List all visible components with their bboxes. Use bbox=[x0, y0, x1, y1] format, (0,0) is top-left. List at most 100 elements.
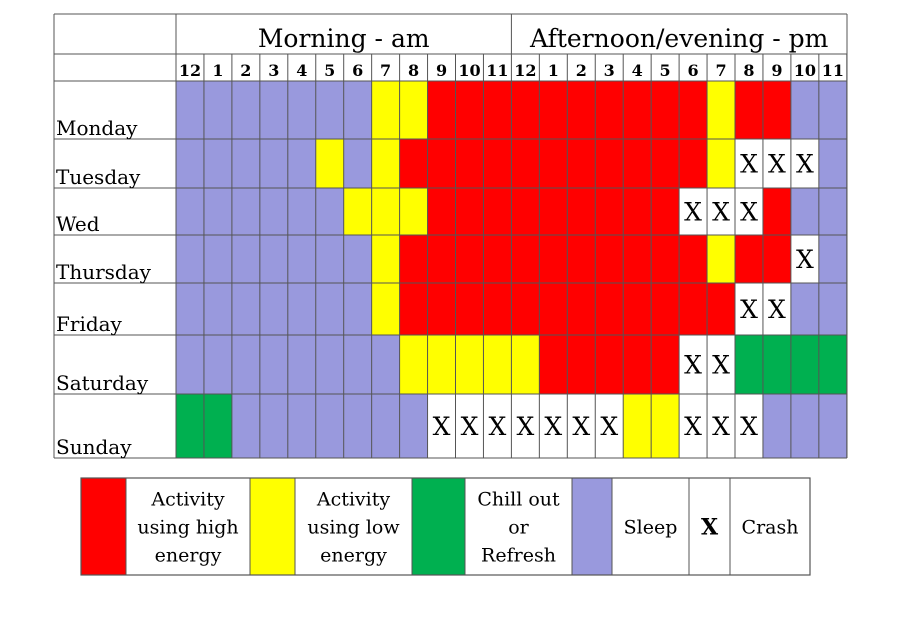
cell-high bbox=[595, 283, 624, 335]
hour-label: 8 bbox=[408, 61, 419, 80]
cell-sleep bbox=[287, 139, 316, 188]
cell-sleep bbox=[203, 139, 232, 188]
cell-high bbox=[539, 81, 568, 139]
hour-label: 4 bbox=[296, 61, 307, 80]
cell-high bbox=[595, 81, 624, 139]
day-label: Monday bbox=[56, 116, 138, 140]
cell-high bbox=[651, 335, 680, 394]
cell-low bbox=[483, 335, 512, 394]
hour-label: 5 bbox=[660, 61, 671, 80]
cell-crash bbox=[511, 394, 540, 458]
cell-high bbox=[679, 235, 708, 283]
cell-low bbox=[315, 139, 344, 188]
cell-crash bbox=[595, 394, 624, 458]
cell-sleep bbox=[287, 81, 316, 139]
header-morning: Morning - am bbox=[258, 24, 430, 53]
cell-sleep bbox=[790, 188, 819, 235]
cell-high bbox=[735, 235, 763, 283]
cell-crash bbox=[790, 139, 819, 188]
cell-sleep bbox=[790, 283, 819, 335]
day-label: Tuesday bbox=[56, 165, 141, 189]
cell-high bbox=[539, 139, 568, 188]
cell-sleep bbox=[259, 235, 288, 283]
cell-low bbox=[371, 188, 400, 235]
crash-mark: X bbox=[796, 150, 814, 179]
cell-sleep bbox=[343, 81, 372, 139]
hour-label: 12 bbox=[514, 61, 536, 80]
hour-label: 1 bbox=[212, 61, 223, 80]
crash-mark: X bbox=[572, 412, 590, 441]
cell-low bbox=[371, 81, 400, 139]
crash-mark: X bbox=[740, 198, 758, 227]
cell-high bbox=[539, 335, 568, 394]
cell-sleep bbox=[818, 81, 847, 139]
cell-high bbox=[399, 139, 428, 188]
cell-high bbox=[735, 81, 763, 139]
cell-sleep bbox=[371, 394, 400, 458]
cell-low bbox=[707, 139, 735, 188]
cell-crash bbox=[762, 283, 791, 335]
cell-sleep bbox=[176, 81, 204, 139]
crash-mark: X bbox=[712, 351, 730, 380]
cell-crash bbox=[735, 188, 763, 235]
day-label: Thursday bbox=[56, 260, 152, 284]
cell-high bbox=[595, 235, 624, 283]
cell-sleep bbox=[818, 235, 847, 283]
cell-sleep bbox=[315, 394, 344, 458]
cell-sleep bbox=[176, 283, 204, 335]
cell-high bbox=[762, 188, 791, 235]
cell-high bbox=[483, 188, 512, 235]
hour-label: 10 bbox=[794, 61, 816, 80]
hour-label: 8 bbox=[743, 61, 754, 80]
hour-label: 1 bbox=[548, 61, 559, 80]
cell-high bbox=[455, 188, 484, 235]
cell-sleep bbox=[203, 188, 232, 235]
cell-sleep bbox=[343, 335, 372, 394]
cell-high bbox=[679, 283, 708, 335]
cell-crash bbox=[735, 139, 763, 188]
hour-label: 11 bbox=[486, 61, 508, 80]
day-label: Friday bbox=[56, 312, 123, 336]
cell-high bbox=[567, 81, 596, 139]
cell-sleep bbox=[231, 235, 260, 283]
cell-high bbox=[623, 335, 652, 394]
cell-low bbox=[511, 335, 540, 394]
cell-sleep bbox=[371, 335, 400, 394]
header-afternoon: Afternoon/evening - pm bbox=[529, 24, 829, 53]
cell-low bbox=[371, 283, 400, 335]
cell-high bbox=[651, 188, 680, 235]
crash-mark: X bbox=[712, 412, 730, 441]
cell-high bbox=[539, 283, 568, 335]
cell-high bbox=[483, 139, 512, 188]
cell-sleep bbox=[259, 139, 288, 188]
cell-sleep bbox=[315, 188, 344, 235]
hour-label: 6 bbox=[352, 61, 363, 80]
hour-label: 3 bbox=[268, 61, 279, 80]
hour-label: 9 bbox=[436, 61, 447, 80]
day-label: Saturday bbox=[56, 371, 149, 395]
cell-low bbox=[343, 188, 372, 235]
cell-high bbox=[679, 81, 708, 139]
cell-chill bbox=[176, 394, 204, 458]
cell-high bbox=[595, 139, 624, 188]
cell-high bbox=[567, 139, 596, 188]
crash-mark: X bbox=[461, 412, 479, 441]
cell-high bbox=[511, 139, 540, 188]
cell-high bbox=[455, 139, 484, 188]
cell-high bbox=[427, 139, 456, 188]
cell-crash bbox=[735, 283, 763, 335]
cell-chill bbox=[203, 394, 232, 458]
cell-high bbox=[651, 81, 680, 139]
cell-sleep bbox=[399, 394, 428, 458]
cell-high bbox=[399, 235, 428, 283]
cell-high bbox=[623, 188, 652, 235]
cell-sleep bbox=[176, 335, 204, 394]
cell-high bbox=[707, 283, 735, 335]
crash-mark: X bbox=[516, 412, 534, 441]
cell-low bbox=[427, 335, 456, 394]
cell-sleep bbox=[287, 235, 316, 283]
cell-crash bbox=[707, 188, 735, 235]
crash-mark: X bbox=[684, 412, 702, 441]
cell-high bbox=[483, 235, 512, 283]
cell-low bbox=[651, 394, 680, 458]
